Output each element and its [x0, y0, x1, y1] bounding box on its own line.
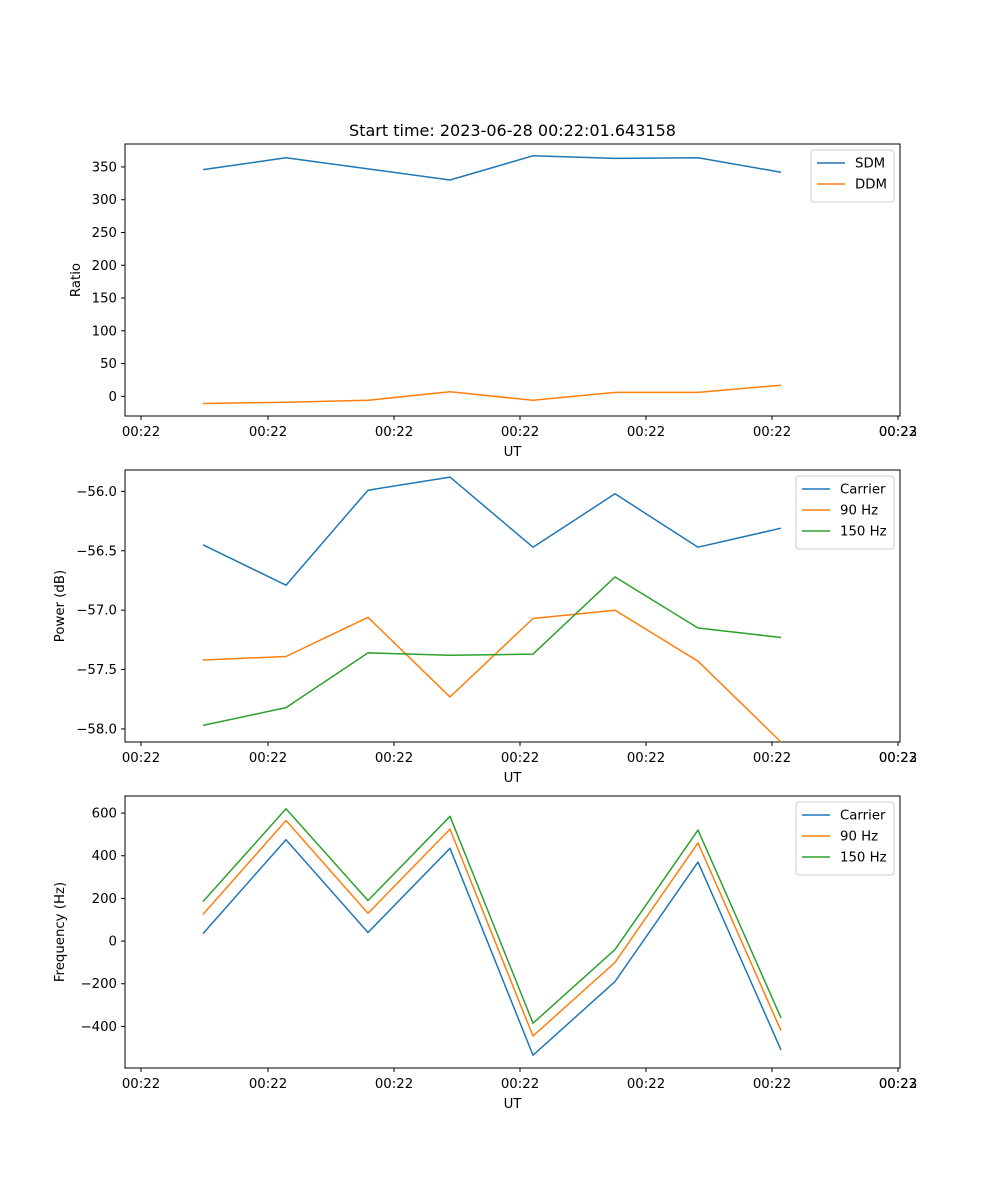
axes-frame: [124, 143, 901, 417]
y-tick-label: −56.0: [76, 485, 117, 500]
x-tick-label: 00:22: [122, 751, 160, 766]
y-axis-label: Ratio: [69, 263, 84, 297]
y-tick-label: 50: [100, 357, 117, 372]
series-line-150-hz: [202, 576, 782, 727]
legend: Carrier 90 Hz 150 Hz: [795, 475, 895, 550]
axes-frame: [124, 469, 901, 743]
series-line-150-hz: [202, 808, 782, 1024]
x-tick-label: 00:22: [249, 1077, 287, 1092]
legend: SDM DDM: [810, 149, 895, 203]
series-line-ddm: [202, 384, 782, 405]
x-tick-label: 00:22: [753, 751, 791, 766]
x-tick-label: 00:22: [627, 751, 665, 766]
legend: Carrier 90 Hz 150 Hz: [795, 801, 895, 876]
x-axis-label: UT: [504, 1097, 523, 1112]
series-line-carrier: [202, 476, 782, 586]
x-tick-label: 00:22: [249, 425, 287, 440]
y-tick-label: 0: [109, 935, 117, 950]
y-axis-label: Power (dB): [53, 570, 68, 642]
x-tick-label: 00:22: [501, 751, 539, 766]
y-tick-label: −400: [80, 1020, 117, 1035]
x-tick-label: 00:22: [249, 751, 287, 766]
y-tick-label: −200: [80, 977, 117, 992]
legend-label: 90 Hz: [840, 504, 878, 519]
series-line-carrier: [202, 838, 782, 1056]
y-tick-label: 100: [92, 324, 117, 339]
legend-label: 150 Hz: [840, 851, 887, 866]
x-tick-label: 00:22: [375, 1077, 413, 1092]
x-tick-label: 00:22: [627, 1077, 665, 1092]
frequency-chart: 00:22 00:22 00:22 00:22 00:22 00:22 00:2200:23…: [53, 795, 917, 1112]
y-tick-label: −56.5: [76, 544, 117, 559]
y-tick-label: 400: [92, 849, 117, 864]
x-tick-label: 00:22: [122, 425, 160, 440]
x-tick-label: 00:22: [375, 751, 413, 766]
y-tick-label: 0: [109, 390, 117, 405]
power-chart: 00:22 00:22 00:22 00:22 00:22 00:22 00:2200:23…: [53, 469, 917, 786]
figure-title: Start time: 2023-06-28 00:22:01.643158: [349, 121, 676, 140]
y-tick-label: −58.0: [76, 722, 117, 737]
legend-label: Carrier: [840, 809, 886, 824]
series-line-90-hz: [202, 819, 782, 1037]
x-tick-label: 00:22: [501, 1077, 539, 1092]
x-tick-label: 00:22: [501, 425, 539, 440]
y-tick-label: 250: [92, 226, 117, 241]
series-line-90-hz: [202, 609, 782, 743]
x-tick-label: 00:22: [879, 425, 917, 440]
x-tick-label: 00:22: [753, 425, 791, 440]
x-tick-label: 00:22: [627, 425, 665, 440]
x-tick-label: 00:23: [879, 425, 917, 440]
x-tick-label: 00:22: [122, 1077, 160, 1092]
y-tick-label: 350: [92, 160, 117, 175]
legend-label: DDM: [855, 178, 887, 193]
x-tick-label: 00:22: [879, 751, 917, 766]
x-tick-label: 00:23: [879, 751, 917, 766]
y-tick-label: −57.5: [76, 663, 117, 678]
legend-label: 90 Hz: [840, 830, 878, 845]
x-axis-label: UT: [504, 771, 523, 786]
y-tick-label: 200: [92, 892, 117, 907]
x-tick-label: 00:23: [879, 1077, 917, 1092]
legend-label: SDM: [855, 157, 885, 172]
x-tick-label: 00:22: [879, 1077, 917, 1092]
y-tick-label: 600: [92, 807, 117, 822]
y-tick-label: 200: [92, 259, 117, 274]
x-tick-label: 00:22: [753, 1077, 791, 1092]
y-tick-label: −57.0: [76, 604, 117, 619]
y-tick-label: 150: [92, 292, 117, 307]
legend-label: 150 Hz: [840, 525, 887, 540]
legend-label: Carrier: [840, 483, 886, 498]
x-axis-label: UT: [504, 445, 523, 460]
series-line-sdm: [202, 155, 782, 181]
axes-frame: [124, 795, 901, 1069]
y-axis-label: Frequency (Hz): [53, 882, 68, 982]
y-tick-label: 300: [92, 193, 117, 208]
ratio-chart: 00:22 00:22 00:22 00:22 00:22 00:22 00:2200:23…: [69, 143, 917, 460]
x-tick-label: 00:22: [375, 425, 413, 440]
